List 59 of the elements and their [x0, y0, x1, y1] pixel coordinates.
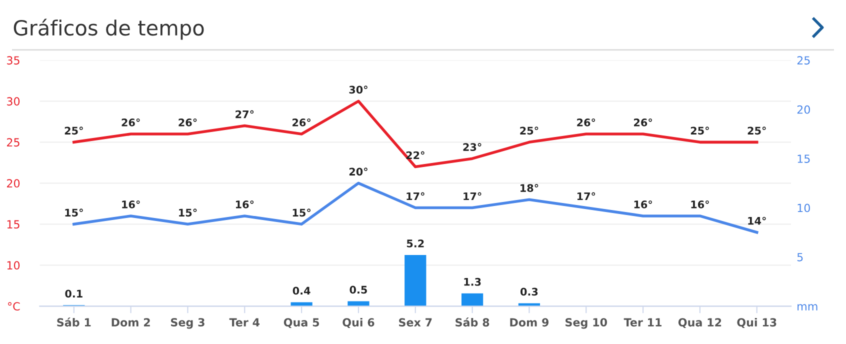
x-tick-label: Ter 4 — [229, 318, 260, 327]
data-label: 16° — [634, 200, 652, 208]
y2-tick-label: 20 — [797, 105, 810, 114]
x-tick-label: Dom 9 — [510, 318, 549, 327]
data-label: 15° — [65, 208, 83, 217]
data-label: 18° — [520, 184, 538, 192]
data-label: 15° — [292, 208, 310, 217]
data-label: 27° — [236, 110, 254, 118]
y-tick-label: 30 — [7, 97, 20, 106]
x-tick-label: Sáb 8 — [456, 318, 490, 327]
data-label: 16° — [691, 200, 709, 208]
data-label: 0.4 — [292, 286, 310, 295]
data-label: 26° — [122, 118, 140, 126]
y-tick-label: 20 — [6, 179, 20, 188]
data-label: 14° — [748, 216, 766, 225]
data-label: 16° — [122, 200, 140, 208]
data-label: 15° — [179, 208, 197, 217]
data-label: 26° — [178, 118, 197, 126]
x-tick-label: Seg 10 — [566, 318, 608, 329]
y2-tick-label: 15 — [798, 154, 810, 163]
y2-tick-label: mm — [798, 304, 818, 310]
x-tick-label: Sáb 1 — [57, 318, 91, 327]
data-label: 17° — [406, 192, 424, 200]
data-label: 0.3 — [520, 288, 538, 296]
x-tick-label: Seg 3 — [170, 318, 204, 329]
data-label: 22° — [406, 151, 424, 160]
data-label: 25° — [520, 126, 538, 135]
y2-tick-label: 25 — [797, 56, 810, 65]
x-tick-label: Qua 12 — [678, 318, 722, 328]
data-label: 26° — [634, 118, 652, 126]
data-label: 1.3 — [464, 278, 481, 286]
y2-tick-label: 10 — [798, 204, 810, 212]
y2-tick-label: 5 — [797, 253, 803, 262]
data-label: 17° — [577, 192, 596, 200]
data-label: 26° — [292, 118, 310, 126]
y-tick-label: 15 — [7, 220, 20, 229]
y-tick-label: 35 — [7, 56, 20, 65]
data-label: 30° — [349, 86, 368, 94]
y-tick-label: 25 — [6, 138, 20, 147]
data-label: 16° — [236, 200, 254, 208]
data-label: 0.1 — [65, 290, 82, 298]
x-tick-label: Qui 6 — [342, 318, 374, 328]
x-tick-label: Sex 7 — [399, 318, 432, 327]
data-label: 25° — [748, 126, 766, 135]
chart-title: Gráficos de tempo — [14, 18, 204, 40]
data-label: 25° — [690, 126, 709, 135]
y-tick-label: °C — [8, 302, 20, 311]
x-tick-label: Qui 13 — [737, 318, 776, 328]
x-tick-label: Qua 5 — [284, 318, 320, 328]
data-label: 20° — [349, 168, 368, 176]
data-label: 23° — [463, 143, 482, 152]
x-tick-label: Ter 11 — [624, 318, 662, 327]
data-label: 26° — [577, 118, 596, 126]
y-tick-label: 10 — [7, 261, 20, 270]
x-tick-label: Dom 2 — [112, 318, 150, 327]
data-label: 5.2 — [406, 240, 424, 248]
data-label: 17° — [464, 192, 482, 200]
data-label: 25° — [64, 126, 83, 135]
data-label: 0.5 — [350, 286, 367, 294]
